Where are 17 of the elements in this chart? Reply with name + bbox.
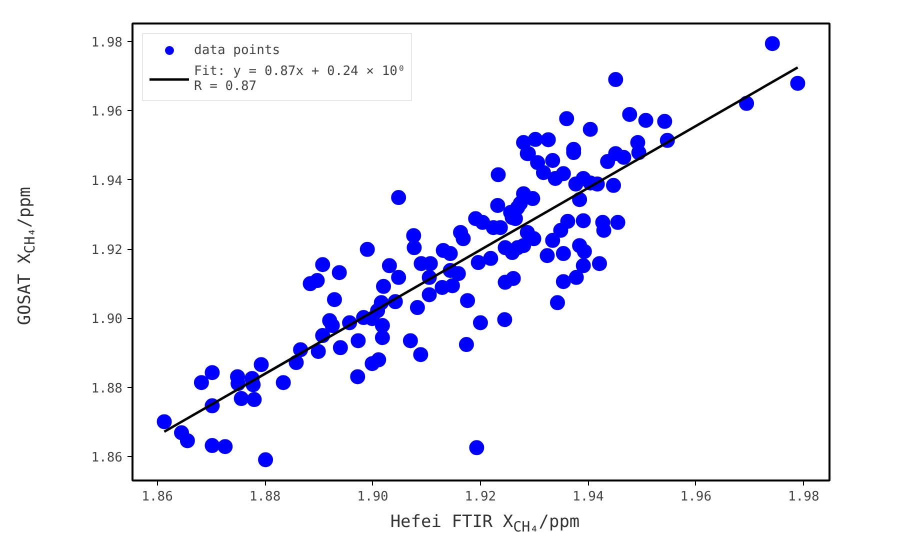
x-axis-title: Hefei FTIR X$_{CH₄}$/ppm (389, 511, 581, 538)
y-tick-label: 1.94 (91, 174, 123, 189)
y-tick-label: 1.98 (91, 35, 123, 50)
x-tick-label: 1.86 (142, 490, 173, 504)
legend-label: Fit: y = 0.87x + 0.24 × 10⁰ R = 0.87 (194, 64, 406, 94)
y-tick-label: 1.96 (91, 104, 123, 120)
y-tick-label: 1.88 (91, 381, 123, 396)
x-tick-label: 1.88 (249, 490, 281, 504)
x-tick-label: 1.96 (680, 490, 712, 504)
y-tick-label: 1.86 (91, 450, 123, 466)
x-tick-label: 1.92 (464, 490, 496, 504)
y-tick-label: 1.90 (91, 312, 123, 328)
x-tick-label: 1.90 (357, 490, 388, 504)
legend-label: data points (194, 42, 280, 58)
x-tick-label: 1.94 (572, 490, 604, 504)
y-tick-label: 1.92 (91, 243, 123, 258)
x-tick-label: 1.98 (788, 490, 820, 504)
